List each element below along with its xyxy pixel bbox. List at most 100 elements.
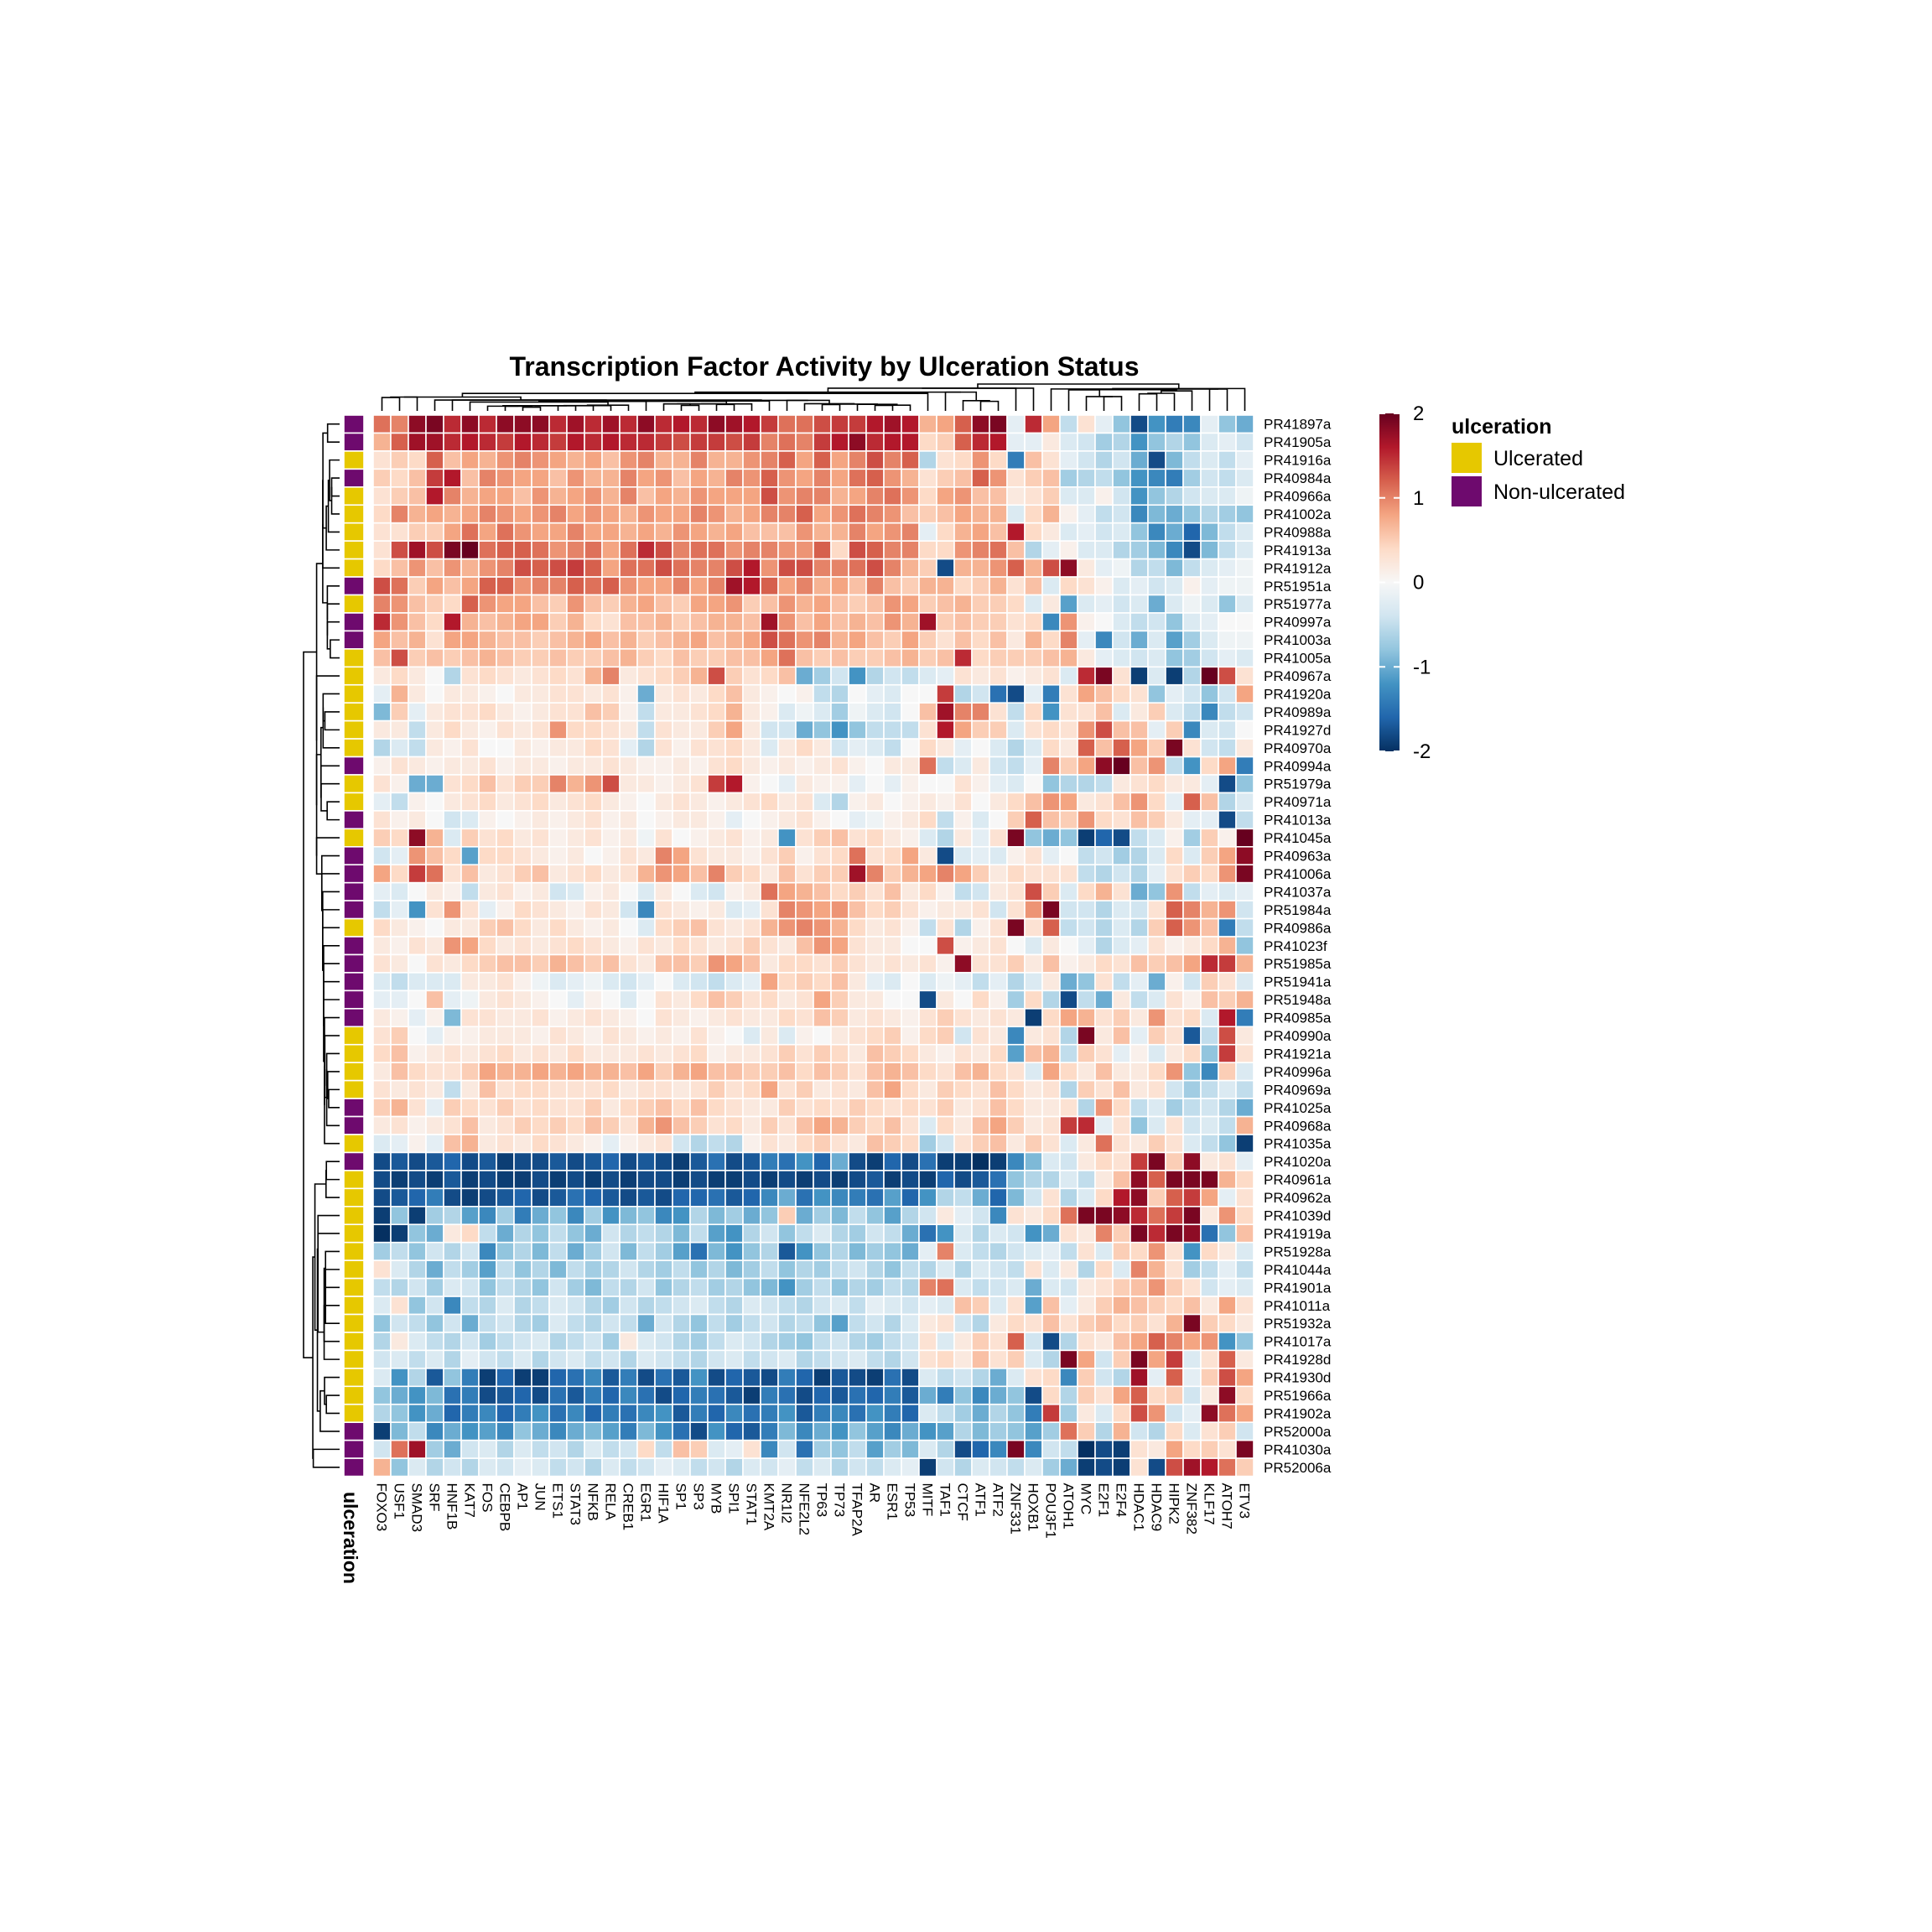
heatmap-cell: [513, 1008, 532, 1028]
heatmap-cell: [496, 1151, 515, 1171]
heatmap-cell: [971, 576, 990, 596]
heatmap-cell: [918, 612, 937, 632]
heatmap-cell: [813, 881, 832, 901]
heatmap-cell: [1165, 1079, 1184, 1099]
heatmap-cell: [813, 522, 832, 542]
heatmap-cell: [636, 917, 656, 937]
heatmap-cell: [901, 558, 920, 578]
row-dendrogram-branch: [319, 726, 324, 782]
heatmap-cell: [795, 953, 814, 974]
heatmap-cell: [724, 989, 744, 1010]
row-label: PR40990a: [1264, 1028, 1332, 1044]
heatmap-cell: [1200, 1241, 1219, 1261]
heatmap-cell: [865, 1259, 885, 1280]
heatmap-cell: [566, 648, 585, 668]
heatmap-cell: [830, 719, 849, 740]
heatmap-cell: [901, 648, 920, 668]
heatmap-cell: [372, 504, 392, 524]
heatmap-cell: [724, 1187, 744, 1208]
heatmap-cell: [425, 756, 444, 776]
heatmap-cell: [883, 792, 902, 812]
row-label: PR41017a: [1264, 1334, 1332, 1350]
heatmap-cell: [813, 666, 832, 686]
heatmap-cell: [601, 702, 621, 722]
heatmap-cell: [1024, 864, 1043, 884]
heatmap-cell: [707, 738, 726, 758]
heatmap-cell: [1112, 810, 1131, 830]
heatmap-cell: [971, 468, 990, 488]
heatmap-cell: [372, 900, 392, 920]
heatmap-cell: [1235, 864, 1254, 884]
heatmap-cell: [1218, 432, 1237, 452]
heatmap-cell: [1024, 1062, 1043, 1082]
heatmap-cell: [971, 594, 990, 614]
heatmap-cell: [795, 683, 814, 704]
heatmap-cell: [1041, 917, 1061, 937]
heatmap-cell: [601, 1098, 621, 1118]
heatmap-cell: [707, 504, 726, 524]
heatmap-cell: [548, 738, 568, 758]
heatmap-cell: [865, 1241, 885, 1261]
heatmap-cell: [1094, 1098, 1114, 1118]
heatmap-cell: [654, 1098, 673, 1118]
heatmap-cell: [1200, 450, 1219, 470]
heatmap-cell: [918, 1062, 937, 1082]
row-label: PR41023f: [1264, 938, 1327, 954]
heatmap-cell: [1200, 864, 1219, 884]
heatmap-cell: [760, 756, 779, 776]
heatmap-cell: [496, 1170, 515, 1190]
heatmap-cell: [1077, 1043, 1096, 1064]
heatmap-cell: [918, 864, 937, 884]
heatmap-cell: [795, 774, 814, 794]
heatmap-cell: [1165, 1241, 1184, 1261]
heatmap-cell: [901, 1241, 920, 1261]
heatmap-cell: [918, 1098, 937, 1118]
heatmap-cell: [654, 683, 673, 704]
heatmap-cell: [1006, 989, 1026, 1010]
annotation-cell: [343, 1439, 365, 1459]
column-label: SP3: [691, 1483, 707, 1510]
heatmap-cell: [408, 719, 427, 740]
heatmap-cell: [531, 828, 550, 848]
heatmap-cell: [460, 953, 480, 974]
heatmap-cell: [813, 1187, 832, 1208]
heatmap-cell: [689, 1349, 709, 1369]
heatmap-cell: [478, 1206, 497, 1226]
heatmap-cell: [443, 1187, 462, 1208]
heatmap-cell: [918, 576, 937, 596]
heatmap-cell: [883, 1439, 902, 1459]
heatmap-cell: [1024, 1421, 1043, 1441]
heatmap-cell: [848, 936, 867, 956]
heatmap-cell: [1165, 486, 1184, 506]
heatmap-cell: [707, 1296, 726, 1316]
heatmap-cell: [883, 953, 902, 974]
heatmap-cell: [531, 612, 550, 632]
heatmap-cell: [1041, 1008, 1061, 1028]
heatmap-cell: [1077, 683, 1096, 704]
heatmap-cell: [584, 594, 603, 614]
heatmap-cell: [1077, 1062, 1096, 1082]
heatmap-cell: [1112, 1079, 1131, 1099]
annotation-cell: [343, 828, 365, 848]
heatmap-cell: [443, 558, 462, 578]
heatmap-cell: [1147, 719, 1166, 740]
heatmap-cell: [601, 630, 621, 650]
row-label: PR41030a: [1264, 1441, 1332, 1457]
heatmap-cell: [1130, 1241, 1149, 1261]
heatmap-cell: [901, 1259, 920, 1280]
heatmap-cell: [989, 881, 1008, 901]
column-label: SRF: [427, 1483, 443, 1512]
heatmap-cell: [760, 1008, 779, 1028]
heatmap-cell: [1200, 738, 1219, 758]
heatmap-cell: [1094, 864, 1114, 884]
heatmap-cell: [1182, 1241, 1202, 1261]
heatmap-cell: [830, 414, 849, 434]
heatmap-cell: [1024, 845, 1043, 866]
heatmap-cell: [460, 1223, 480, 1244]
heatmap-cell: [777, 810, 797, 830]
heatmap-cell: [724, 1043, 744, 1064]
heatmap-cell: [865, 917, 885, 937]
heatmap-cell: [654, 1403, 673, 1424]
heatmap-cell: [408, 432, 427, 452]
heatmap-cell: [1235, 504, 1254, 524]
